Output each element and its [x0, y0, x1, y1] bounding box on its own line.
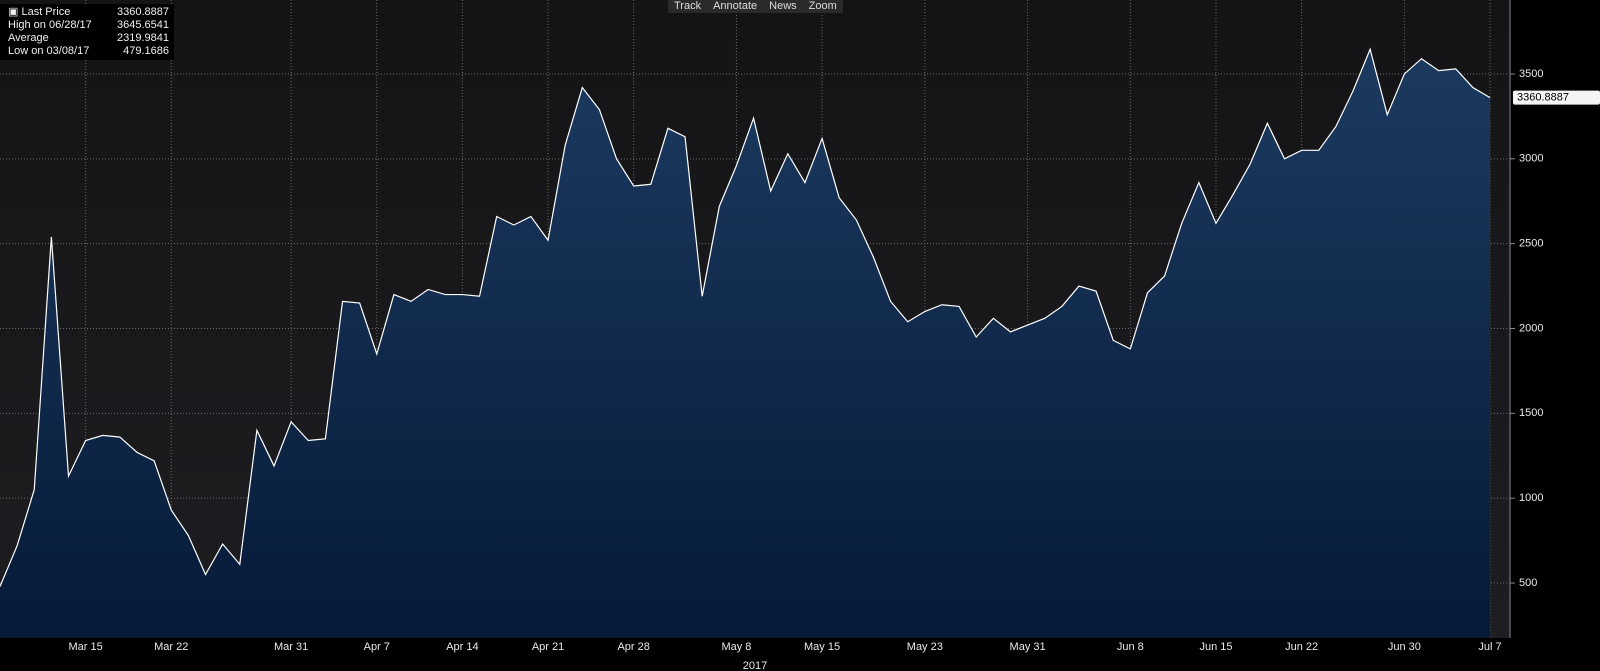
- x-tick-label: May 8: [721, 641, 751, 653]
- x-axis-label: 2017: [743, 660, 767, 671]
- last-value-label: 3360.8887: [1517, 91, 1569, 103]
- x-tick-label: Apr 14: [446, 641, 478, 653]
- toolbar-button[interactable]: News: [769, 0, 797, 12]
- legend-value: 479.1686: [123, 45, 169, 57]
- legend-label: Average: [8, 32, 49, 44]
- toolbar-button[interactable]: Track: [674, 0, 702, 12]
- y-tick-label: 2000: [1519, 322, 1543, 334]
- legend-label: ▣ Last Price: [8, 6, 71, 18]
- y-tick-label: 2500: [1519, 238, 1543, 250]
- x-tick-label: Jun 15: [1199, 641, 1232, 653]
- legend-row: Low on 03/08/17 479.1686: [0, 45, 174, 58]
- legend-label: Low on 03/08/17: [8, 45, 90, 57]
- toolbar-button[interactable]: Zoom: [808, 0, 837, 12]
- x-tick-label: May 23: [907, 641, 943, 653]
- x-tick-label: May 15: [804, 641, 840, 653]
- legend-label: High on 06/28/17: [8, 19, 92, 31]
- legend-row: High on 06/28/17 3645.6541: [0, 19, 174, 32]
- toolbar-button[interactable]: Annotate: [713, 0, 758, 12]
- y-tick-label: 500: [1519, 577, 1537, 589]
- last-value-box: [1513, 90, 1600, 105]
- x-tick-label: Apr 28: [617, 641, 649, 653]
- x-tick-label: May 31: [1010, 641, 1046, 653]
- x-tick-label: Mar 22: [154, 641, 188, 653]
- legend-row: Average 2319.9841: [0, 32, 174, 45]
- line: [0, 47, 1491, 587]
- toolbar: Track Annotate News Zoom: [668, 0, 843, 13]
- x-tick-label: Mar 31: [274, 641, 308, 653]
- x-tick-label: Jun 8: [1117, 641, 1144, 653]
- x-tick-label: Jun 30: [1388, 641, 1421, 653]
- area: [0, 49, 1490, 639]
- legend-value: 3360.8887: [117, 6, 169, 18]
- x-tick-label: Jun 22: [1285, 641, 1318, 653]
- y-tick-label: 1500: [1519, 407, 1543, 419]
- legend-value: 2319.9841: [117, 32, 169, 44]
- y-tick-label: 1000: [1519, 492, 1543, 504]
- x-tick-label: Mar 15: [69, 641, 103, 653]
- x-tick-label: Apr 21: [532, 641, 564, 653]
- x-tick-label: Apr 7: [364, 641, 390, 653]
- x-tick-label: Jul 7: [1478, 641, 1501, 653]
- y-tick-label: 3000: [1519, 153, 1543, 165]
- legend-value: 3645.6541: [117, 19, 169, 31]
- legend-name: Last Price: [21, 6, 71, 18]
- legend: ▣ Last Price 3360.8887 High on 06/28/17 36…: [0, 4, 174, 60]
- y-tick-label: 3500: [1519, 68, 1543, 80]
- legend-row: ▣ Last Price 3360.8887: [0, 6, 174, 19]
